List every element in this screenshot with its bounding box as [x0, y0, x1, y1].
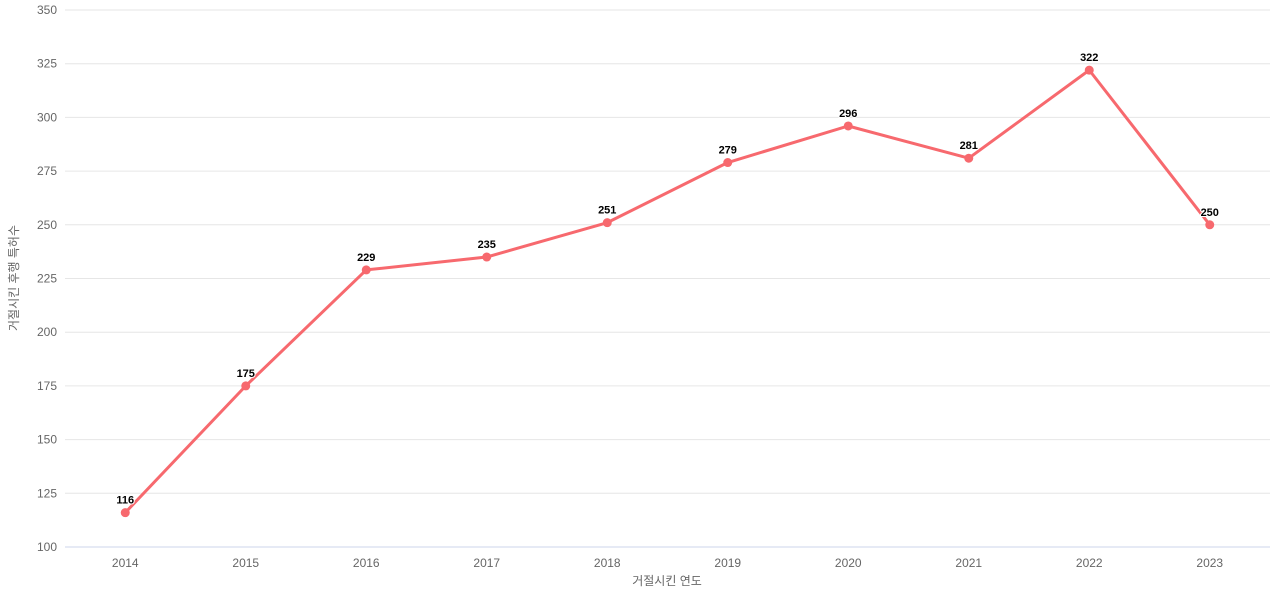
x-tick-label: 2015	[232, 556, 259, 570]
series-line	[123, 68, 1212, 515]
y-axis-title: 거절시킨 후행 특허수	[6, 225, 21, 331]
y-tick-label: 175	[37, 379, 57, 393]
y-tick-label: 150	[37, 433, 57, 447]
x-tick-label: 2016	[353, 556, 380, 570]
data-point-marker[interactable]	[1084, 65, 1094, 75]
data-point-marker[interactable]	[1205, 220, 1215, 230]
data-point-marker[interactable]	[964, 153, 974, 163]
data-point-label: 175	[237, 368, 255, 380]
x-tick-label: 2014	[112, 556, 139, 570]
x-tick-label: 2020	[835, 556, 862, 570]
data-point-label: 281	[960, 140, 978, 152]
data-point-label: 116	[116, 495, 134, 507]
y-tick-label: 225	[37, 272, 57, 286]
data-point-marker[interactable]	[241, 381, 251, 391]
data-point-label: 296	[839, 108, 857, 120]
data-series	[120, 65, 1215, 518]
gridlines	[65, 9, 1270, 494]
x-tick-label: 2021	[955, 556, 982, 570]
x-tick-label: 2017	[473, 556, 500, 570]
y-tick-label: 325	[37, 57, 57, 71]
data-point-label: 322	[1080, 52, 1098, 64]
data-point-marker[interactable]	[843, 121, 853, 131]
y-axis-tick-labels: 100 125 150 175 200 225 250 275 300 325 350	[37, 3, 57, 554]
data-labels: 116 175 229 235 251 279 296 281 322 250	[115, 51, 1220, 507]
y-tick-label: 250	[37, 218, 57, 232]
data-point-label: 250	[1201, 207, 1219, 219]
y-tick-label: 300	[37, 110, 57, 124]
y-tick-label: 350	[37, 3, 57, 17]
data-point-label: 279	[719, 145, 737, 157]
data-point-marker[interactable]	[120, 508, 130, 518]
x-axis-title: 거절시킨 연도	[632, 574, 702, 588]
y-tick-label: 125	[37, 486, 57, 500]
x-tick-label: 2018	[594, 556, 621, 570]
data-point-label: 251	[598, 205, 616, 217]
x-tick-label: 2019	[714, 556, 741, 570]
x-tick-label: 2022	[1076, 556, 1103, 570]
x-tick-label: 2023	[1196, 556, 1223, 570]
y-tick-label: 200	[37, 325, 57, 339]
data-point-marker[interactable]	[361, 265, 371, 275]
data-point-marker[interactable]	[482, 252, 492, 262]
data-point-marker[interactable]	[602, 218, 612, 228]
data-point-label: 235	[478, 239, 496, 251]
data-point-marker[interactable]	[723, 158, 733, 168]
y-tick-label: 100	[37, 540, 57, 554]
x-axis-tick-labels: 2014 2015 2016 2017 2018 2019 2020 2021 2022 2023	[112, 556, 1224, 570]
y-tick-label: 275	[37, 164, 57, 178]
data-point-label: 229	[357, 252, 375, 264]
